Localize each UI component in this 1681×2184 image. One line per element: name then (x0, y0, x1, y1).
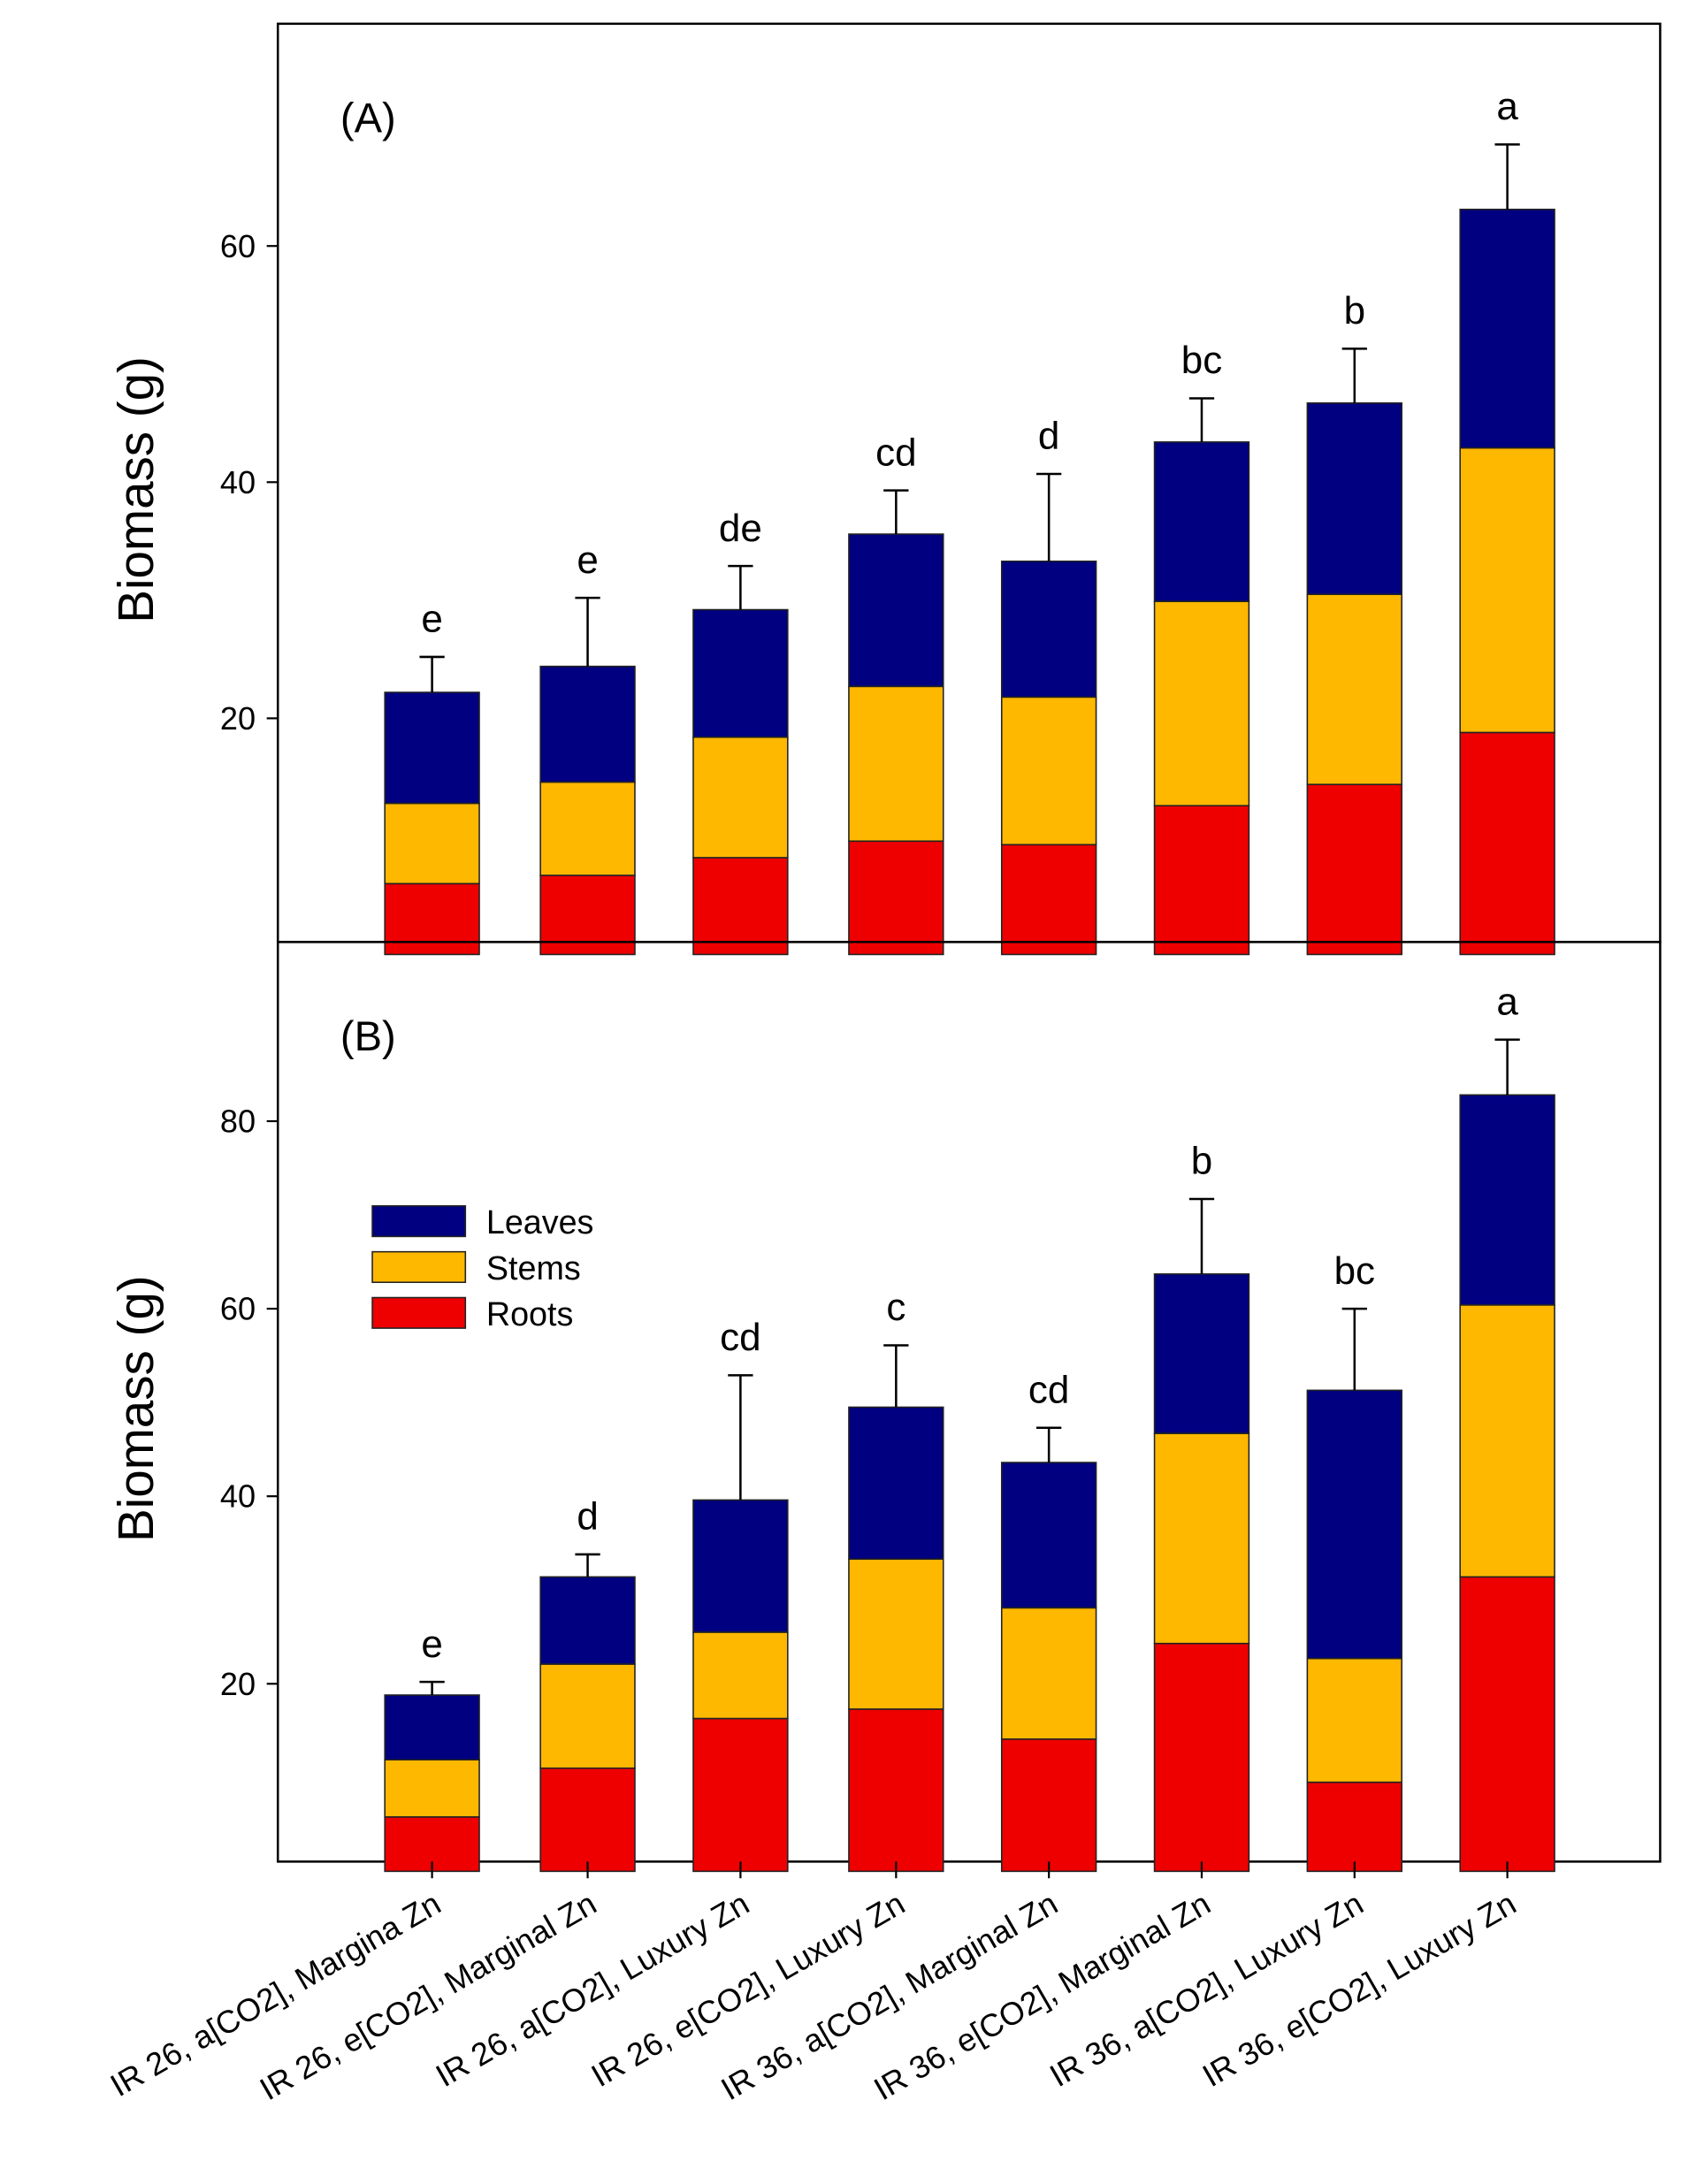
significance-letter: d (577, 1495, 598, 1539)
significance-letter: cd (1028, 1368, 1069, 1411)
panel-label: (B) (340, 1012, 396, 1059)
significance-letter: b (1344, 289, 1365, 332)
bar-roots (1153, 805, 1250, 956)
significance-letter: a (1496, 980, 1518, 1023)
panel-label: (A) (340, 94, 396, 141)
bar-stems (384, 1759, 480, 1818)
y-tick-label: 40 (220, 464, 256, 500)
bar-leaves (1000, 560, 1097, 699)
bar-stems (384, 802, 480, 885)
legend-swatch-stems (371, 1250, 467, 1284)
y-tick-label: 80 (220, 1103, 256, 1140)
significance-letter: cd (720, 1316, 760, 1359)
significance-letter: e (421, 598, 442, 641)
bar-leaves (384, 1694, 480, 1760)
bar-leaves (1459, 209, 1555, 449)
bar-roots (1000, 1738, 1097, 1873)
y-tick-label: 20 (220, 1666, 256, 1702)
bar-stems (1459, 447, 1555, 734)
panel-a: (A) Biomass (g) 20 40 60 e e de cd d bc b a (108, 22, 1662, 956)
significance-letter: bc (1334, 1249, 1375, 1293)
significance-letter: e (577, 538, 598, 582)
bar-leaves (1459, 1094, 1555, 1306)
bar-leaves (1153, 441, 1250, 602)
bar-stems (1153, 1432, 1250, 1645)
bar-stems (1000, 1607, 1097, 1740)
bar-roots (848, 1708, 944, 1873)
bar-stems (848, 1558, 944, 1710)
legend-label: Leaves (486, 1203, 594, 1241)
plot-frame (276, 22, 1662, 943)
plot-frame (276, 941, 1662, 1863)
bar-leaves (1306, 402, 1402, 595)
bar-leaves (692, 1499, 789, 1633)
bar-stems (1459, 1304, 1555, 1578)
bar-stems (692, 736, 789, 859)
y-tick-label: 60 (220, 228, 256, 264)
significance-letter: bc (1181, 339, 1222, 382)
bar-stems (692, 1631, 789, 1720)
bar-stems (539, 1663, 636, 1769)
panel-b: (B) Biomass (g) 20 40 60 80 e d cd c cd b bc a (108, 941, 1662, 1873)
bar-roots (848, 840, 944, 956)
legend-label: Stems (486, 1249, 581, 1287)
legend-swatch-leaves (371, 1205, 467, 1238)
significance-letter: cd (875, 431, 916, 474)
y-tick-label: 60 (220, 1291, 256, 1327)
significance-letter: b (1191, 1140, 1212, 1183)
significance-letter: a (1496, 85, 1518, 128)
bar-leaves (1000, 1462, 1097, 1609)
bar-leaves (539, 665, 636, 783)
bar-leaves (848, 1406, 944, 1561)
significance-letter: d (1038, 415, 1059, 458)
bar-roots (692, 1717, 789, 1873)
significance-letter: de (719, 507, 762, 550)
y-tick-label: 20 (220, 700, 256, 737)
bar-roots (692, 857, 789, 956)
bar-leaves (1153, 1273, 1250, 1434)
bar-leaves (384, 691, 480, 805)
bar-leaves (692, 608, 789, 738)
bar-roots (539, 1767, 636, 1873)
bar-stems (1306, 593, 1402, 785)
legend: Leaves Stems Roots (371, 1203, 594, 1333)
bar-roots (1306, 1781, 1402, 1873)
y-axis-label: Biomass (g) (108, 356, 164, 623)
bar-roots (1153, 1642, 1250, 1873)
y-axis-label: Biomass (g) (108, 1275, 164, 1542)
bar-leaves (848, 533, 944, 688)
bar-stems (1153, 600, 1250, 806)
bar-stems (1306, 1657, 1402, 1783)
bar-roots (384, 882, 480, 956)
bar-stems (1000, 696, 1097, 846)
significance-letter: c (886, 1286, 905, 1329)
bar-roots (1459, 1576, 1555, 1873)
bar-stems (539, 781, 636, 876)
bar-leaves (1306, 1389, 1402, 1660)
bar-roots (1459, 731, 1555, 956)
significance-letter: e (421, 1623, 442, 1666)
y-tick-label: 40 (220, 1478, 256, 1515)
bar-leaves (539, 1576, 636, 1665)
bar-roots (1306, 783, 1402, 956)
bar-stems (848, 685, 944, 843)
legend-swatch-roots (371, 1296, 467, 1329)
bar-roots (1000, 844, 1097, 956)
legend-label: Roots (486, 1295, 573, 1333)
